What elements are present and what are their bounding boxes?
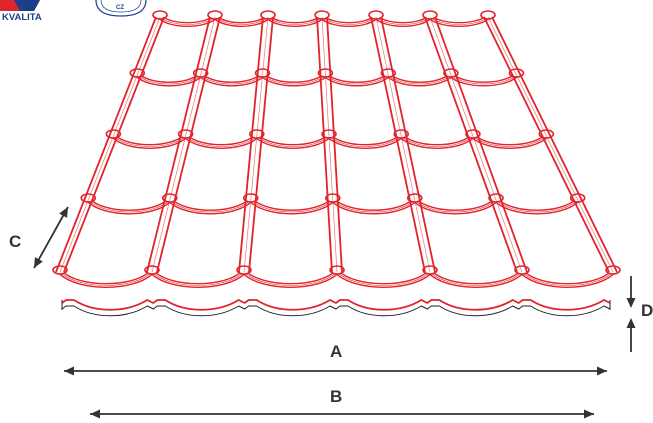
tile-rib-center <box>243 16 269 273</box>
tile-rib-line <box>370 16 426 273</box>
tile-rib-center <box>59 16 161 273</box>
tile-rib-line <box>63 16 165 273</box>
rib-cap <box>422 10 438 20</box>
dimension-b-line-arrowhead-end <box>584 409 594 419</box>
dimension-label-a: A <box>330 342 342 361</box>
dimension-c-line-arrowhead-end <box>59 207 68 218</box>
profile-top-edge <box>61 298 611 311</box>
tile-rib-line <box>424 16 518 273</box>
tile-rib-line <box>316 16 333 273</box>
dimension-label-d: D <box>641 301 653 320</box>
dimension-label-b: B <box>330 387 342 406</box>
dimension-lines <box>33 206 636 419</box>
dimension-d-lower-arrowhead <box>626 318 636 328</box>
tile-rib-center <box>151 16 216 273</box>
tile-rib-line <box>491 16 618 273</box>
dimension-c-line-arrowhead-start <box>34 257 43 268</box>
dimension-c-line <box>33 206 69 269</box>
logo-text: KVALITA <box>2 12 42 23</box>
dimension-d-upper-arrowhead <box>626 298 636 308</box>
dimension-a-line-arrowhead-start <box>64 366 74 376</box>
tile-rib-line <box>156 16 221 273</box>
tile-rib-center <box>429 16 523 273</box>
tile-rib-line <box>248 16 274 273</box>
tile-rib-line <box>380 16 436 273</box>
dimension-a-line-arrowhead-end <box>597 366 607 376</box>
tile-rib-line <box>326 16 343 273</box>
dimension-b-line-arrowhead-start <box>90 409 100 419</box>
quality-logo: KVALITA CZ <box>0 0 147 23</box>
seal-icon <box>95 0 147 17</box>
tile-rib-line <box>55 16 157 273</box>
seal-text: CZ <box>116 5 124 11</box>
tile-rib-center <box>487 16 614 273</box>
tile-rib-line <box>238 16 264 273</box>
rib-cap <box>207 10 223 20</box>
tile-rib-line <box>146 16 211 273</box>
tile-rib-center <box>321 16 338 273</box>
tile-rib-center <box>375 16 431 273</box>
profile-bottom-edge <box>61 305 611 317</box>
tile-rib-line <box>483 16 610 273</box>
dimension-label-c: C <box>9 232 21 251</box>
sheet-profile <box>61 298 611 317</box>
roof-tiles <box>52 10 621 288</box>
tile-rib-line <box>434 16 528 273</box>
rib-cap <box>368 10 384 20</box>
